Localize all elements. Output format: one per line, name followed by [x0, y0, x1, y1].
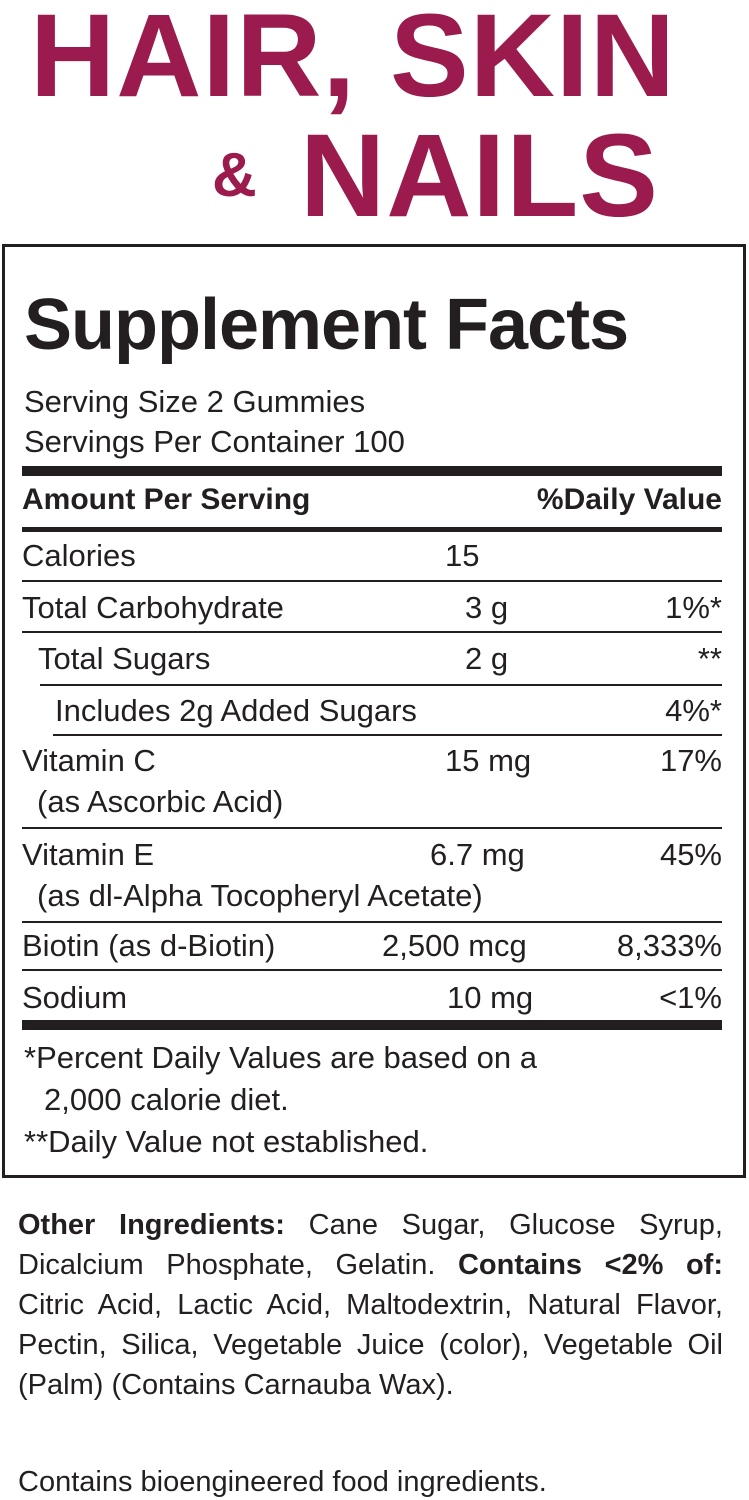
product-title-ampersand: &: [212, 141, 258, 210]
other-ingredients-text: Cane Sugar, Glucose Syrup, Dicalcium Pho…: [18, 1209, 723, 1281]
footnote-not-established: **Daily Value not established.: [24, 1124, 429, 1159]
divider: [53, 734, 722, 736]
nutrient-label: Vitamin C: [22, 743, 156, 778]
nutrient-dv: 17%: [659, 743, 722, 778]
table-row: Calories 15: [22, 538, 722, 578]
nutrient-amount: 15: [445, 538, 480, 573]
other-ingredients: Other Ingredients: Cane Sugar, Glucose S…: [18, 1205, 723, 1405]
nutrient-dv: 4%*: [665, 693, 722, 728]
nutrient-dv: <1%: [659, 980, 722, 1015]
nutrient-source: (as Ascorbic Acid): [37, 784, 284, 819]
table-row: Total Carbohydrate 3 g 1%*: [22, 590, 722, 630]
nutrient-amount: 2 g: [465, 641, 509, 676]
nutrient-dv: 45%: [659, 837, 722, 872]
nutrient-dv: 1%*: [665, 590, 722, 625]
nutrient-dv: **: [697, 641, 722, 676]
divider: [40, 684, 722, 686]
other-ingredients-label: Other Ingredients:: [18, 1209, 285, 1241]
table-row: Total Sugars 2 g **: [22, 641, 722, 681]
daily-value-header: %Daily Value: [536, 483, 722, 516]
table-row: Sodium 10 mg <1%: [22, 980, 722, 1020]
nutrient-amount: 15 mg: [445, 743, 532, 778]
nutrient-label: Calories: [22, 538, 136, 573]
divider: [22, 631, 722, 633]
bioengineered-statement: Contains bioengineered food ingredients.: [18, 1466, 547, 1498]
nutrient-amount: 10 mg: [447, 980, 534, 1015]
table-row: Biotin (as d-Biotin) 2,500 mcg 8,333%: [22, 928, 722, 968]
divider: [22, 921, 722, 923]
nutrient-label: Vitamin E: [22, 837, 155, 872]
footnote-daily-values-cont: 2,000 calorie diet.: [44, 1082, 289, 1117]
amount-per-serving-header: Amount Per Serving: [22, 483, 311, 516]
footnote-daily-values: *Percent Daily Values are based on a: [24, 1040, 537, 1075]
divider: [22, 527, 722, 532]
servings-per-container: Servings Per Container 100: [24, 424, 405, 459]
table-row: Vitamin C (as Ascorbic Acid) 15 mg 17%: [22, 743, 722, 823]
nutrient-amount: 3 g: [465, 590, 509, 625]
product-title-line1: HAIR, SKIN: [30, 0, 676, 122]
thick-divider: [22, 1020, 722, 1030]
nutrient-amount: 6.7 mg: [430, 837, 525, 872]
nutrient-label: Sodium: [22, 980, 128, 1015]
divider: [22, 827, 722, 829]
nutrient-label: Includes 2g Added Sugars: [55, 693, 417, 728]
supplement-facts-panel: [2, 244, 746, 1178]
contains-text: Citric Acid, Lactic Acid, Maltodextrin, …: [18, 1289, 723, 1401]
nutrient-label: Total Carbohydrate: [22, 590, 284, 625]
nutrient-source: (as dl-Alpha Tocopheryl Acetate): [37, 878, 483, 913]
nutrient-amount: 2,500 mcg: [382, 928, 527, 963]
product-title-line2: NAILS: [300, 110, 659, 242]
divider: [22, 580, 722, 582]
nutrient-label: Total Sugars: [38, 641, 211, 676]
supplement-facts-heading: Supplement Facts: [24, 285, 629, 365]
divider: [22, 969, 722, 971]
column-header-row: Amount Per Serving %Daily Value: [22, 483, 722, 523]
serving-size: Serving Size 2 Gummies: [24, 384, 366, 419]
nutrient-label: Biotin (as d-Biotin): [22, 928, 276, 963]
nutrient-dv: 8,333%: [616, 928, 722, 963]
thick-divider: [22, 466, 722, 476]
table-row: Vitamin E (as dl-Alpha Tocopheryl Acetat…: [22, 837, 722, 917]
table-row: Includes 2g Added Sugars 4%*: [22, 693, 722, 733]
contains-label: Contains <2% of:: [457, 1249, 723, 1281]
